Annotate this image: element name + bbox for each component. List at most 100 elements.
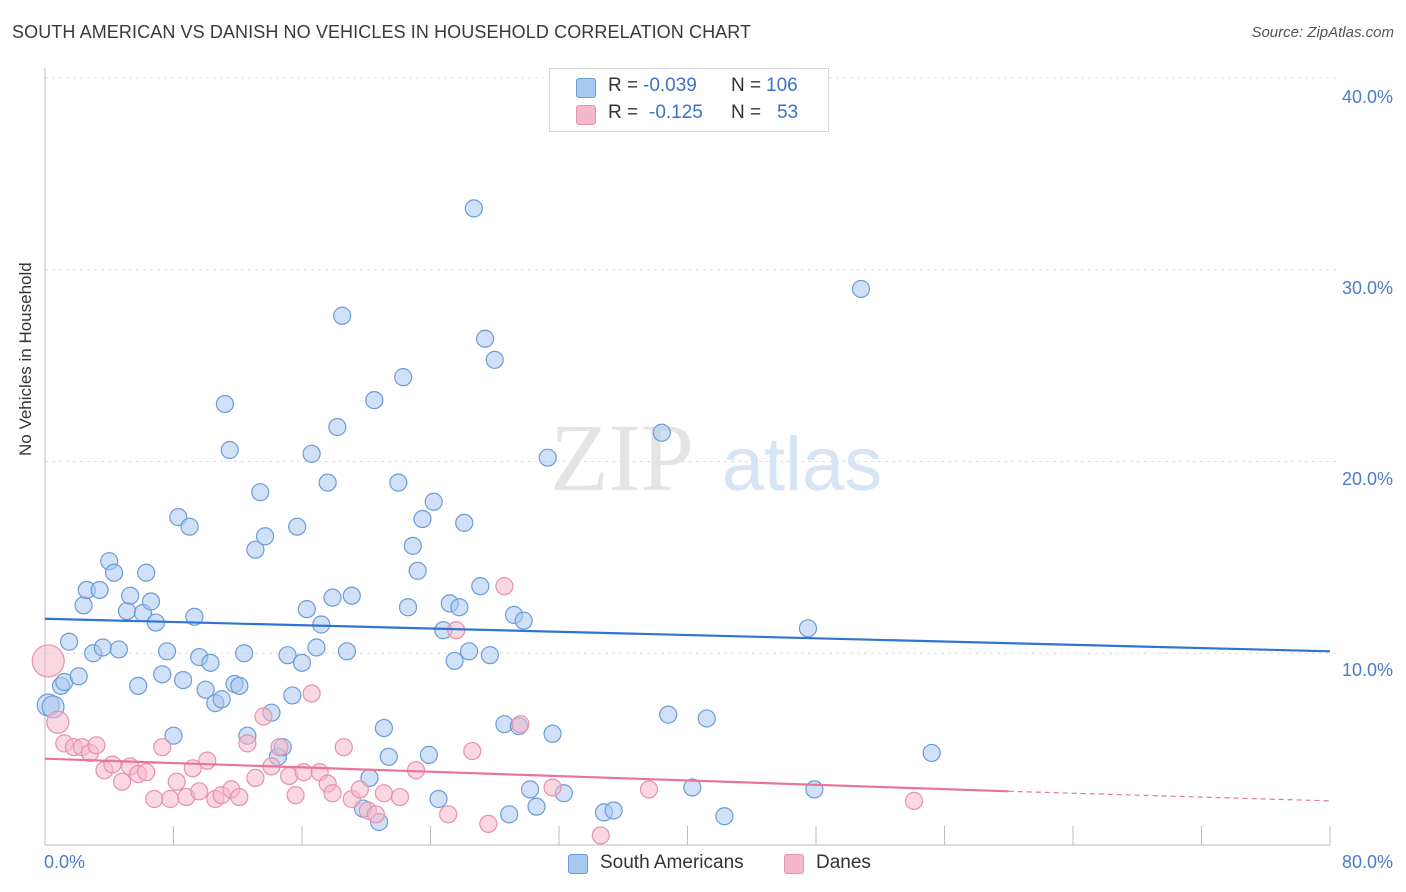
gridlines xyxy=(45,77,1336,654)
danes-point xyxy=(543,778,562,797)
danes-point xyxy=(112,772,132,791)
south-american-point xyxy=(922,743,941,763)
legend-row-danes: R = -0.125 N = 53 xyxy=(550,102,828,128)
south-american-point xyxy=(117,601,137,621)
danes-point xyxy=(103,755,122,774)
south-american-point xyxy=(312,615,331,634)
danes-point xyxy=(137,763,156,782)
south-american-point xyxy=(659,705,678,724)
south-american-point xyxy=(318,473,337,492)
south-american-point xyxy=(455,513,474,532)
south-american-point xyxy=(500,805,519,824)
south-american-point xyxy=(424,492,443,511)
south-american-point xyxy=(394,368,413,387)
danes-point xyxy=(374,784,394,803)
south-american-point xyxy=(164,726,183,745)
y-tick-label: 40.0% xyxy=(1341,87,1393,107)
y-tick-label: 30.0% xyxy=(1341,278,1393,298)
danes-point xyxy=(323,784,342,803)
south-american-point xyxy=(129,676,148,695)
south-american-point xyxy=(93,638,112,657)
legend-swatch xyxy=(784,854,804,874)
south-american-point xyxy=(196,680,215,699)
watermark-zip: ZIP xyxy=(550,404,694,511)
south-american-point xyxy=(230,676,249,695)
south-american-point xyxy=(514,611,533,630)
south-american-point xyxy=(157,642,177,661)
danes-point xyxy=(87,736,106,755)
legend-n-label: N = xyxy=(731,75,762,96)
correlation-legend: R = -0.039 N = 106 R = -0.125 N = 53 xyxy=(549,68,829,132)
south-american-point xyxy=(201,653,220,672)
south-american-point xyxy=(604,801,623,820)
south-american-point xyxy=(121,586,140,605)
south-american-point xyxy=(215,394,234,414)
south-american-point xyxy=(342,586,361,605)
danes-trend-line xyxy=(44,757,1009,793)
south-american-point xyxy=(235,644,254,663)
south-american-point xyxy=(379,747,398,766)
south-american-point xyxy=(419,745,438,764)
legend-r-label: R = xyxy=(608,102,639,123)
south-american-point xyxy=(471,577,490,596)
watermark: ZIP atlas xyxy=(550,404,882,511)
south-american-point xyxy=(374,718,394,738)
south-american-point xyxy=(90,580,109,600)
south-american-point xyxy=(429,789,448,809)
south-american-point xyxy=(323,588,342,607)
south-american-point xyxy=(413,509,432,529)
danes-point xyxy=(161,789,180,809)
south-american-point xyxy=(153,665,172,684)
legend-swatch xyxy=(568,854,588,874)
south-american-point xyxy=(389,473,408,492)
south-american-point xyxy=(212,690,231,709)
y-axis-label: No Vehicles in Household xyxy=(16,262,35,456)
south-american-point xyxy=(683,778,702,797)
south-american-point xyxy=(408,561,427,580)
south-american-point xyxy=(715,807,734,826)
danes-point xyxy=(286,786,305,805)
legend-swatch xyxy=(576,78,596,98)
y-tick-label: 20.0% xyxy=(1341,469,1393,489)
south-american-point xyxy=(69,667,88,686)
danes-trend-extension xyxy=(1008,790,1331,802)
south-american-point xyxy=(520,780,540,799)
south-american-point xyxy=(220,440,239,460)
south-american-point xyxy=(246,540,265,559)
south-american-point xyxy=(543,724,562,743)
south-american-point xyxy=(251,483,270,502)
south-american-point xyxy=(697,709,716,728)
danes-point xyxy=(46,710,70,734)
danes-point xyxy=(904,791,924,810)
south-american-point xyxy=(798,619,818,638)
south-american-point xyxy=(476,329,495,348)
danes-point xyxy=(198,751,217,770)
south-american-point xyxy=(278,646,297,665)
danes-point xyxy=(350,780,369,799)
chart-source: Source: ZipAtlas.com xyxy=(1251,24,1394,41)
south-american-point xyxy=(297,600,316,619)
south-american-point xyxy=(288,517,307,536)
danes-point xyxy=(334,738,353,757)
south-american-point xyxy=(104,563,124,582)
south-american-point xyxy=(445,651,464,671)
danes-point xyxy=(302,684,321,703)
south-american-point xyxy=(480,646,500,665)
south-american-point xyxy=(302,444,321,463)
south-american-point xyxy=(851,279,871,299)
danes-point xyxy=(270,738,289,757)
south-american-point xyxy=(109,640,128,659)
danes-point xyxy=(230,787,249,807)
south-american-point xyxy=(398,598,418,617)
south-american-point xyxy=(174,670,193,690)
south-american-point xyxy=(141,592,161,611)
danes-point xyxy=(463,741,482,761)
south-american-point xyxy=(464,199,483,218)
danes-point xyxy=(495,577,514,596)
danes-points xyxy=(31,577,924,845)
danes-point xyxy=(153,738,172,757)
x-tick-label-max: 80.0% xyxy=(1341,852,1393,872)
danes-point xyxy=(145,789,164,809)
south-american-point xyxy=(59,632,79,651)
